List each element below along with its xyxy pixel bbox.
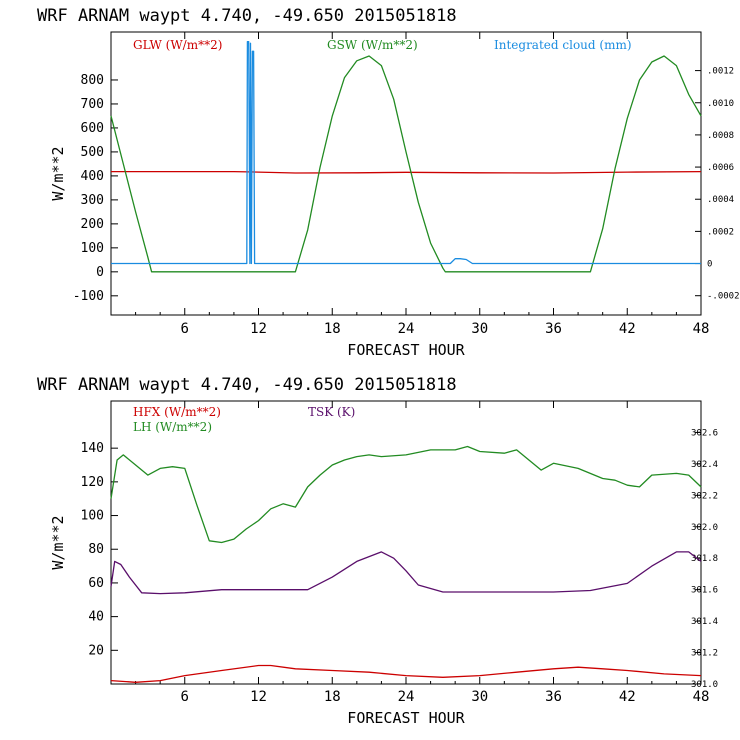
plot-frame bbox=[110, 31, 702, 316]
right-tick-label: .0012 bbox=[707, 67, 734, 77]
right-tick-label: .0004 bbox=[707, 195, 734, 205]
x-tick-label: 30 bbox=[471, 689, 488, 705]
x-tick-label: 48 bbox=[693, 689, 710, 705]
series-line-hfx bbox=[110, 664, 702, 683]
chart-title: WRF ARNAM waypt 4.740, -49.650 201505181… bbox=[37, 375, 457, 395]
right-tick-label: .0002 bbox=[707, 227, 734, 237]
right-tick-label: 301.2 bbox=[691, 649, 718, 659]
y-tick-label: 600 bbox=[81, 121, 104, 136]
chart-panel-1: WRF ARNAM waypt 4.740, -49.650 201505181… bbox=[37, 6, 740, 359]
x-tick-label: 18 bbox=[324, 321, 341, 337]
x-tick-label: 12 bbox=[250, 689, 267, 705]
y-tick-label: -100 bbox=[73, 289, 104, 304]
right-tick-label: 301.6 bbox=[691, 586, 718, 596]
y-tick-label: 700 bbox=[81, 97, 104, 112]
y-tick-label: 20 bbox=[88, 643, 104, 658]
legend-entry: TSK (K) bbox=[308, 405, 355, 419]
x-tick-label: 36 bbox=[545, 689, 562, 705]
x-tick-label: 6 bbox=[181, 321, 189, 337]
y-tick-label: 140 bbox=[81, 441, 104, 456]
right-tick-label: 302.0 bbox=[691, 523, 718, 533]
x-axis-label: FORECAST HOUR bbox=[347, 709, 465, 727]
y-tick-label: 200 bbox=[81, 217, 104, 232]
series-line-glw bbox=[111, 170, 702, 174]
right-tick-label: 301.0 bbox=[691, 680, 718, 690]
series-line-integrated bbox=[111, 40, 701, 265]
y-tick-label: 120 bbox=[81, 475, 104, 490]
legend-entry: HFX (W/m**2) bbox=[133, 405, 221, 419]
x-tick-label: 6 bbox=[181, 689, 189, 705]
x-tick-label: 24 bbox=[398, 321, 415, 337]
legend-entry: Integrated cloud (mm) bbox=[494, 38, 632, 52]
right-tick-label: 0 bbox=[707, 260, 712, 270]
right-tick-label: 302.4 bbox=[691, 460, 718, 470]
right-tick-label: -.0002 bbox=[707, 292, 740, 302]
y-tick-label: 100 bbox=[81, 241, 104, 256]
y-tick-label: 500 bbox=[81, 145, 104, 160]
y-tick-label: 400 bbox=[81, 169, 104, 184]
right-tick-label: 301.4 bbox=[691, 617, 718, 627]
right-tick-label: .0006 bbox=[707, 163, 734, 173]
legend-entry: LH (W/m**2) bbox=[133, 420, 212, 434]
y-axis-label: W/m**2 bbox=[49, 146, 67, 200]
right-tick-label: .0010 bbox=[707, 99, 734, 109]
right-tick-label: 301.8 bbox=[691, 554, 718, 564]
y-tick-label: 40 bbox=[88, 610, 104, 625]
plot-frame bbox=[110, 400, 702, 685]
series-line-gsw bbox=[110, 55, 702, 273]
x-tick-label: 30 bbox=[471, 321, 488, 337]
y-axis-label: W/m**2 bbox=[49, 515, 67, 569]
legend-entry: GSW (W/m**2) bbox=[327, 38, 418, 52]
x-tick-label: 42 bbox=[619, 321, 636, 337]
x-tick-label: 12 bbox=[250, 321, 267, 337]
legend-entry: GLW (W/m**2) bbox=[133, 38, 222, 52]
x-tick-label: 48 bbox=[693, 321, 710, 337]
y-tick-label: 100 bbox=[81, 509, 104, 524]
y-tick-label: 80 bbox=[88, 542, 104, 557]
series-line-tsk bbox=[110, 551, 702, 595]
right-tick-label: 302.6 bbox=[691, 428, 718, 438]
y-tick-label: 0 bbox=[96, 265, 104, 280]
x-axis-label: FORECAST HOUR bbox=[347, 341, 465, 359]
x-tick-label: 18 bbox=[324, 689, 341, 705]
y-tick-label: 60 bbox=[88, 576, 104, 591]
chart-title: WRF ARNAM waypt 4.740, -49.650 201505181… bbox=[37, 6, 457, 26]
right-tick-label: 302.2 bbox=[691, 491, 718, 501]
x-tick-label: 36 bbox=[545, 321, 562, 337]
x-tick-label: 24 bbox=[398, 689, 415, 705]
y-tick-label: 800 bbox=[81, 73, 104, 88]
x-tick-label: 42 bbox=[619, 689, 636, 705]
series-line-lh bbox=[110, 445, 702, 544]
y-tick-label: 300 bbox=[81, 193, 104, 208]
right-tick-label: .0008 bbox=[707, 131, 734, 141]
chart-panel-2: WRF ARNAM waypt 4.740, -49.650 201505181… bbox=[37, 375, 718, 727]
